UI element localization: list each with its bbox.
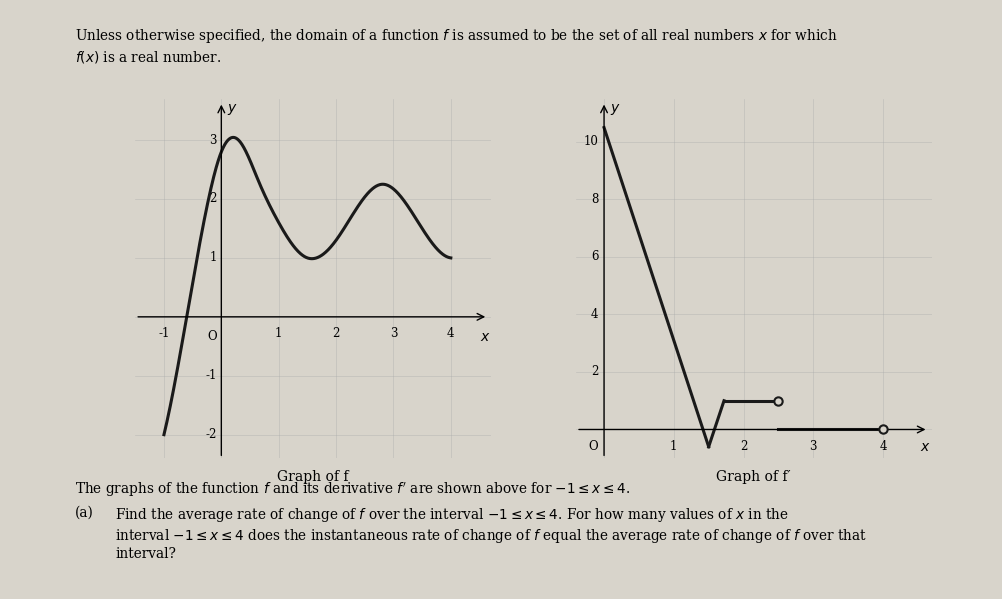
Text: $x$: $x$	[920, 440, 930, 453]
Text: $y$: $y$	[227, 102, 237, 117]
Text: 1: 1	[209, 252, 216, 264]
Text: 6: 6	[591, 250, 598, 264]
Text: $f(x)$ is a real number.: $f(x)$ is a real number.	[75, 49, 221, 65]
Text: 1: 1	[275, 328, 283, 340]
Text: 4: 4	[447, 328, 455, 340]
Text: 2: 2	[591, 365, 598, 379]
Text: The graphs of the function $f$ and its derivative $f'$ are shown above for $-1\l: The graphs of the function $f$ and its d…	[75, 480, 630, 498]
Text: 8: 8	[591, 193, 598, 206]
Text: Find the average rate of change of $f$ over the interval $-1\leq x\leq 4$. For h: Find the average rate of change of $f$ o…	[115, 506, 868, 561]
Text: -2: -2	[205, 428, 216, 441]
Text: 2: 2	[209, 192, 216, 205]
Text: 2: 2	[739, 440, 747, 453]
Text: $y$: $y$	[609, 102, 620, 117]
Text: $x$: $x$	[480, 330, 491, 344]
Text: -1: -1	[158, 328, 169, 340]
Text: 3: 3	[810, 440, 817, 453]
Text: -1: -1	[205, 369, 216, 382]
Text: Graph of f′: Graph of f′	[716, 470, 791, 484]
Text: 2: 2	[333, 328, 340, 340]
Text: 3: 3	[390, 328, 397, 340]
Text: 4: 4	[591, 308, 598, 321]
Text: 3: 3	[209, 134, 216, 147]
Text: Unless otherwise specified, the domain of a function $f$ is assumed to be the se: Unless otherwise specified, the domain o…	[75, 27, 838, 45]
Text: (a): (a)	[75, 506, 94, 520]
Text: 10: 10	[583, 135, 598, 149]
Text: Graph of f: Graph of f	[277, 470, 349, 484]
Text: 1: 1	[670, 440, 677, 453]
Text: O: O	[207, 330, 216, 343]
Text: 4: 4	[880, 440, 887, 453]
Text: O: O	[589, 440, 598, 453]
